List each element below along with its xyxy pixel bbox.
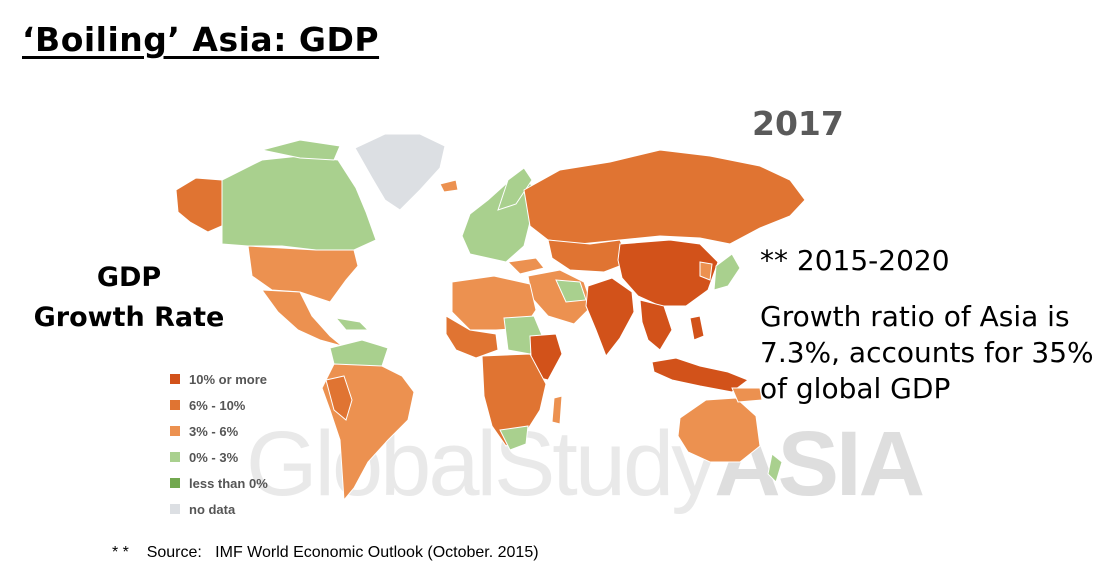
region-russia [523, 149, 806, 245]
region-iran [555, 279, 587, 303]
region-madagascar [551, 395, 563, 425]
source-marker: * * [112, 544, 129, 561]
source-text: IMF World Economic Outlook (October. 201… [215, 544, 539, 561]
legend-label: 0% - 3% [189, 449, 239, 465]
region-canada [221, 155, 377, 251]
legend-item: 10% or more [170, 366, 268, 392]
note-body: Growth ratio of Asia is 7.3%, accounts f… [760, 300, 1094, 405]
legend-swatch [170, 426, 180, 436]
legend-swatch [170, 374, 180, 384]
region-caribbean [334, 317, 370, 331]
watermark: GlobalStudyASIA [246, 412, 925, 517]
region-australia [677, 397, 761, 463]
map-label-line-2: Growth Rate [33, 302, 225, 333]
legend-item: no data [170, 496, 268, 522]
legend-label: less than 0% [189, 475, 268, 491]
region-andes [325, 375, 353, 421]
note-period: ** 2015-2020 [760, 244, 950, 277]
map-label-line-1: GDP [96, 262, 162, 293]
legend-label: 3% - 6% [189, 423, 239, 439]
region-indonesia [651, 357, 750, 393]
legend-item: 3% - 6% [170, 418, 268, 444]
legend-item: less than 0% [170, 470, 268, 496]
region-india [585, 277, 635, 358]
region-alaska [175, 177, 225, 233]
region-iceland [439, 179, 459, 193]
region-korea [699, 261, 713, 281]
region-china [617, 239, 719, 307]
legend-label: 6% - 10% [189, 397, 246, 413]
legend-label: 10% or more [189, 371, 268, 387]
legend-label: no data [189, 501, 236, 517]
legend-swatch [170, 504, 180, 514]
region-turkey [506, 257, 545, 275]
source-label: Source: [146, 544, 202, 561]
region-south-africa [499, 425, 529, 451]
region-greenland [354, 133, 446, 211]
region-southeast-asia [639, 299, 673, 351]
map-year: 2017 [752, 104, 844, 143]
source-line: * * Source: IMF World Economic Outlook (… [112, 544, 539, 562]
region-new-zealand [767, 453, 783, 483]
map-label: GDP Growth Rate [20, 258, 238, 338]
region-scandinavia [497, 167, 533, 211]
legend-item: 6% - 10% [170, 392, 268, 418]
slide-title: ‘Boiling’ Asia: GDP [22, 20, 380, 59]
legend-swatch [170, 452, 180, 462]
region-philippines [689, 315, 705, 341]
region-usa [247, 245, 359, 303]
region-papua [731, 387, 763, 403]
region-west-africa [445, 315, 499, 359]
legend-swatch [170, 400, 180, 410]
map-legend: 10% or more 6% - 10% 3% - 6% 0% - 3% les… [170, 366, 268, 522]
region-central-asia [547, 239, 631, 273]
watermark-light: GlobalStudy [246, 413, 717, 515]
legend-item: 0% - 3% [170, 444, 268, 470]
legend-swatch [170, 478, 180, 488]
region-japan [713, 253, 741, 291]
region-canada-islands [261, 139, 341, 161]
